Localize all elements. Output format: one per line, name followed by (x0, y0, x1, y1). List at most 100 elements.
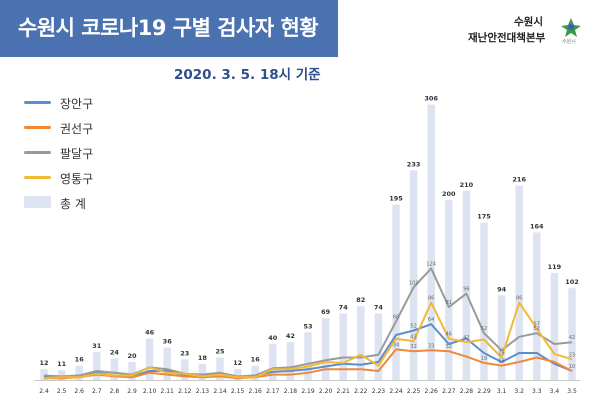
x-tick-label: 2.20 (319, 388, 333, 395)
logo-caption: 수원시 (562, 39, 576, 45)
series-line-3 (43, 301, 573, 380)
total-bar (40, 369, 48, 380)
total-bar (128, 362, 136, 380)
total-bar (145, 338, 154, 380)
legend-label-yeongtong: 영통구 (60, 172, 94, 186)
total-bar (198, 363, 207, 380)
x-tick-label: 2.27 (442, 388, 456, 395)
total-data-label: 53 (303, 322, 312, 330)
x-tick-label: 2.22 (354, 388, 368, 395)
x-tick-label: 2.17 (266, 388, 280, 395)
line-data-label: 52 (410, 324, 416, 330)
total-data-label: 25 (215, 348, 225, 356)
org-block: 수원시 재난안전대책본부 수원시 (468, 10, 588, 50)
total-bar (462, 191, 471, 380)
date-label: 2020. 3. 5. 18시 기준 (174, 67, 321, 83)
total-bar (409, 170, 418, 380)
total-bar (269, 344, 277, 380)
total-bar (57, 370, 66, 380)
x-tick-label: 2.12 (178, 388, 192, 395)
total-bar (374, 313, 383, 380)
x-tick-label: 2.7 (92, 388, 102, 395)
series-line-1 (44, 348, 573, 380)
x-tick-label: 2.26 (425, 388, 439, 395)
total-bar (181, 359, 189, 380)
x-tick-label: 2.13 (196, 388, 210, 395)
total-bar (550, 272, 559, 380)
legend-swatch-gwonseon (24, 126, 51, 129)
total-data-label: 42 (286, 332, 295, 340)
total-data-label: 306 (424, 95, 438, 103)
line-data-label: 60 (393, 315, 399, 321)
x-tick-label: 2.24 (389, 388, 403, 395)
line-data-label: 19 (481, 356, 487, 362)
legend-label-gwonseon: 권선구 (60, 122, 94, 136)
total-bar (515, 185, 523, 380)
x-tick-label: 2.16 (249, 388, 263, 395)
line-data-label: 103 (409, 280, 419, 286)
line-data-label: 32 (446, 344, 452, 350)
legend-label-total: 총 계 (60, 197, 86, 211)
x-tick-label: 2.25 (407, 388, 421, 395)
total-data-label: 94 (497, 285, 507, 293)
org-department: 재난안전대책본부 (468, 32, 546, 44)
line-data-label: 42 (463, 335, 469, 341)
total-data-label: 69 (321, 308, 331, 316)
total-data-label: 12 (233, 359, 242, 367)
total-data-label: 16 (251, 356, 261, 364)
total-bar (339, 313, 347, 380)
total-data-label: 102 (565, 278, 579, 286)
legend-label-paldal: 팔달구 (60, 147, 94, 161)
x-tick-label: 3.4 (550, 388, 560, 395)
line-data-label: 64 (428, 317, 434, 323)
legend-swatch-total (24, 196, 51, 208)
legend-swatch-paldal (24, 151, 51, 154)
line-data-label: 43 (410, 334, 416, 340)
x-tick-label: 2.18 (284, 388, 298, 395)
total-bar (304, 332, 312, 380)
x-tick-label: 2.14 (213, 388, 227, 395)
total-bar (497, 295, 506, 380)
line-data-label: 124 (426, 261, 436, 267)
line-data-label: 23 (569, 352, 575, 358)
total-data-label: 119 (548, 263, 562, 271)
x-tick-label: 2.10 (143, 388, 157, 395)
total-data-label: 11 (57, 360, 67, 368)
total-data-label: 74 (339, 303, 349, 311)
x-tick-label: 2.4 (39, 388, 49, 395)
total-data-label: 36 (163, 338, 173, 346)
line-data-label: 32 (410, 344, 416, 350)
line-data-label: 33 (428, 343, 434, 349)
x-tick-label: 2.5 (57, 388, 67, 395)
line-data-label: 52 (481, 326, 487, 332)
line-data-label: 46 (446, 332, 452, 338)
total-bar (216, 357, 224, 380)
legend-swatch-janan (24, 101, 51, 104)
total-data-label: 23 (180, 349, 189, 357)
x-tick-label: 2.9 (127, 388, 137, 395)
total-data-label: 210 (460, 181, 474, 189)
total-data-label: 216 (512, 176, 526, 184)
x-tick-label: 2.11 (161, 388, 175, 395)
total-data-label: 24 (110, 348, 120, 356)
x-tick-label: 2.28 (460, 388, 474, 395)
line-data-label: 10 (569, 364, 575, 370)
line-data-label: 25 (498, 351, 504, 357)
total-data-label: 40 (268, 334, 278, 342)
x-tick-label: 3.3 (532, 388, 542, 395)
line-data-label: 57 (534, 322, 540, 328)
line-data-label: 86 (428, 296, 434, 302)
line-data-label: 96 (463, 287, 469, 293)
org-name: 수원시 (514, 16, 543, 28)
total-data-label: 16 (75, 356, 85, 364)
legend-swatch-yeongtong (24, 176, 51, 179)
total-bar (251, 365, 259, 380)
total-bar (568, 288, 576, 380)
page-title: 수원시 코로나19 구별 검사자 현황 (18, 16, 319, 40)
x-tick-label: 3.1 (497, 388, 507, 395)
total-bar (357, 306, 365, 380)
total-bar (480, 222, 488, 380)
x-tick-label: 2.21 (337, 388, 351, 395)
total-data-label: 46 (145, 329, 155, 337)
